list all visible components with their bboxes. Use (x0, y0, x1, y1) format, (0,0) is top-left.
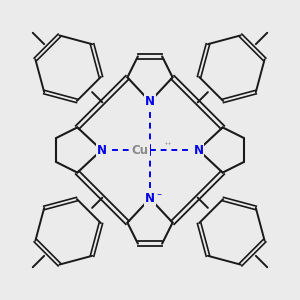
Text: N: N (145, 95, 155, 108)
Text: N: N (145, 192, 155, 205)
Text: ⁺⁺: ⁺⁺ (163, 141, 172, 150)
Text: ⁻: ⁻ (156, 193, 161, 202)
Text: N: N (194, 143, 203, 157)
Text: Cu: Cu (132, 143, 149, 157)
Text: N: N (97, 143, 106, 157)
